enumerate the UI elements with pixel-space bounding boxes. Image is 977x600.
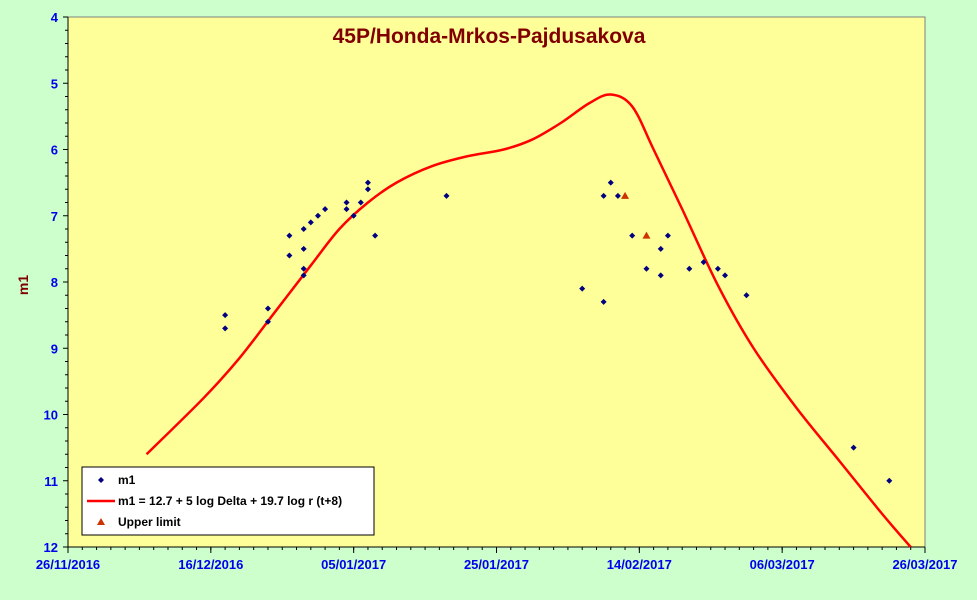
data-point: [264, 318, 271, 325]
chart-marks: [145, 93, 912, 548]
data-point: [300, 245, 307, 252]
data-point: [264, 305, 271, 312]
data-point: [322, 206, 329, 213]
upper-limit-point: [621, 191, 630, 199]
y-tick-label: 8: [51, 275, 58, 290]
data-point: [722, 272, 729, 279]
chart-title: 45P/Honda-Mrkos-Pajdusakova: [333, 25, 646, 48]
upper-limit-point: [642, 231, 651, 239]
x-tick-label: 05/01/2017: [321, 557, 386, 572]
data-point: [600, 192, 607, 199]
axes: 4 5 6 7 8 9 10 11 12 26/11/2016 16/12/2016 05/01/20…: [36, 10, 958, 572]
y-tick-label: 5: [51, 76, 58, 91]
data-point: [664, 232, 671, 239]
x-tick-label: 26/11/2016: [36, 557, 100, 572]
legend-label: m1: [118, 473, 136, 487]
data-point: [350, 212, 357, 219]
data-point: [300, 272, 307, 279]
data-point: [364, 186, 371, 193]
data-point: [357, 199, 364, 206]
data-point: [222, 312, 229, 319]
legend-label: Upper limit: [118, 515, 181, 529]
y-tick-label: 6: [51, 143, 58, 158]
plot-area: [67, 16, 926, 548]
data-point: [300, 226, 307, 232]
data-point: [300, 265, 307, 272]
data-point: [307, 219, 314, 226]
data-point: [657, 245, 664, 252]
data-point: [743, 292, 750, 299]
y-tick-label: 4: [51, 10, 59, 25]
data-point: [607, 179, 614, 186]
data-point: [614, 192, 621, 199]
data-point: [600, 298, 607, 305]
data-point: [364, 179, 371, 186]
data-point: [657, 272, 664, 279]
legend-symbol-m1: [98, 477, 104, 483]
data-point: [850, 444, 857, 451]
data-point: [343, 206, 350, 213]
data-point: [629, 232, 636, 239]
x-tick-label: 06/03/2017: [750, 557, 815, 572]
model-curve: [145, 93, 912, 548]
data-point: [643, 265, 650, 272]
data-point: [700, 259, 707, 266]
data-point: [286, 252, 293, 259]
data-point: [886, 477, 893, 484]
legend-box: [81, 466, 375, 536]
y-tick-label: 11: [44, 474, 58, 489]
x-tick-label: 25/01/2017: [464, 557, 529, 572]
y-tick-label: 9: [51, 341, 58, 356]
data-point: [286, 232, 293, 239]
y-tick-label: 10: [44, 408, 58, 423]
y-tick-label: 7: [51, 209, 58, 224]
data-point: [579, 285, 586, 292]
x-tick-label: 16/12/2016: [178, 557, 243, 572]
legend-label: m1 = 12.7 + 5 log Delta + 19.7 log r (t+…: [118, 494, 342, 508]
data-point: [686, 265, 693, 272]
data-point: [443, 192, 450, 199]
data-point: [314, 212, 321, 219]
data-point: [372, 232, 379, 239]
data-point: [222, 325, 229, 332]
x-tick-label: 14/02/2017: [607, 557, 672, 572]
legend-symbol-upper-limit: [97, 518, 105, 525]
legend: m1 m1 = 12.7 + 5 log Delta + 19.7 log r (…: [81, 466, 375, 536]
y-tick-label: 12: [44, 540, 58, 555]
x-tick-label: 26/03/2017: [892, 557, 957, 572]
data-point: [343, 199, 350, 206]
y-axis-label: m1: [15, 275, 31, 295]
data-point: [714, 265, 721, 272]
